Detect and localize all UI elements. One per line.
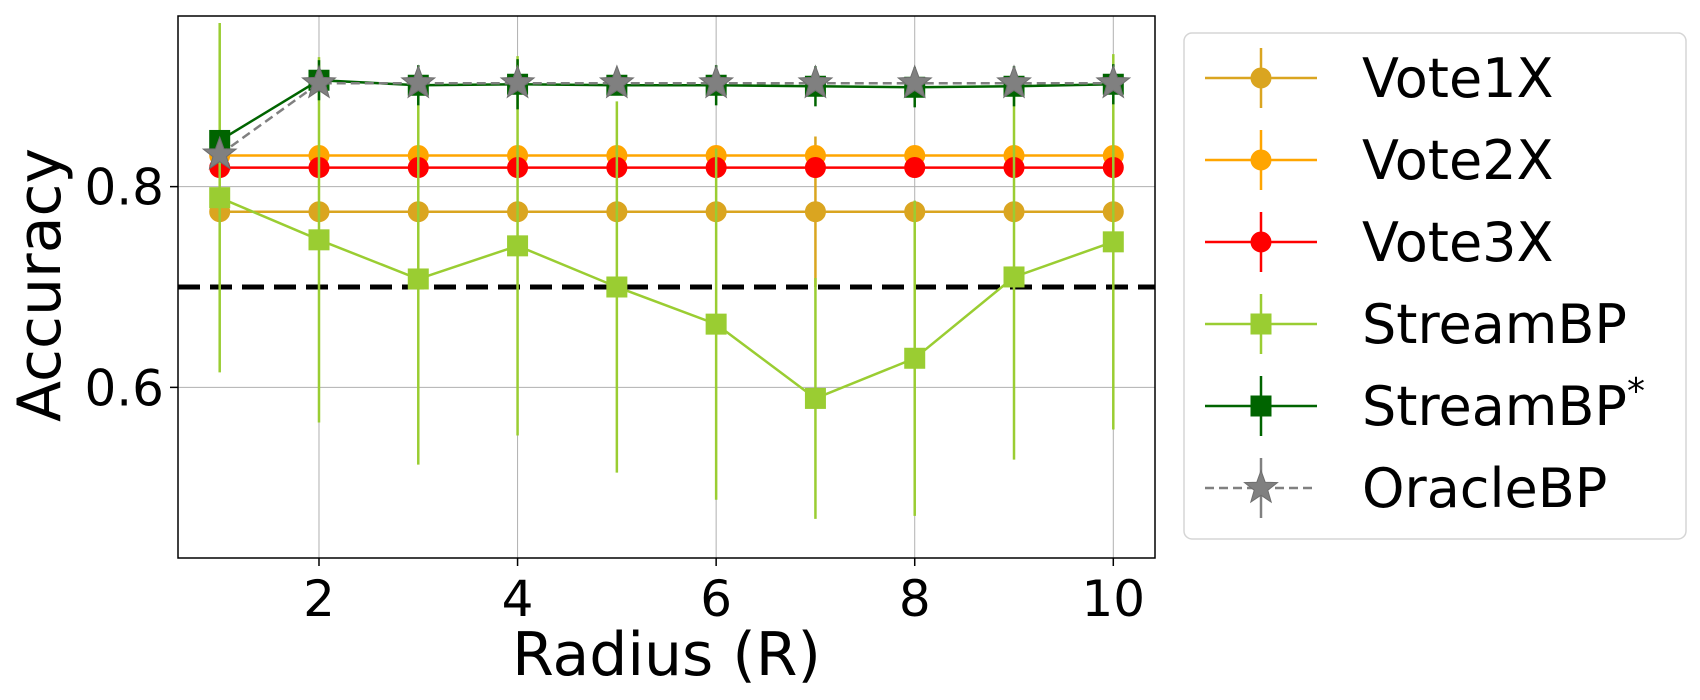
- series-group: [201, 23, 1132, 519]
- series-line: [218, 81, 1114, 156]
- legend-item-vote3x: Vote3X: [1205, 211, 1554, 274]
- data-point: [400, 64, 437, 99]
- x-axis-label: Radius (R): [512, 620, 821, 690]
- data-point: [301, 64, 337, 99]
- data-point: [804, 201, 826, 223]
- legend-marker: [1250, 395, 1272, 417]
- legend-label: StreamBP*: [1362, 371, 1645, 438]
- series-line: [219, 78, 1114, 142]
- y-tick-label: 0.8: [84, 159, 164, 217]
- data-point: [698, 64, 735, 99]
- data-point: [507, 235, 529, 257]
- data-point: [407, 268, 429, 290]
- x-tick-label: 4: [502, 570, 534, 628]
- legend: Vote1X Vote2X Vote3X StreamBP StreamBP* Oracl…: [1183, 32, 1687, 540]
- x-tick-label: 10: [1081, 570, 1145, 628]
- legend-superscript: *: [1627, 371, 1645, 412]
- data-point: [606, 276, 628, 298]
- y-axis-label: Accuracy: [5, 148, 75, 422]
- legend-item-vote2x: Vote2X: [1205, 129, 1554, 192]
- data-point: [804, 157, 826, 179]
- data-point: [1095, 64, 1132, 99]
- axis-ticks: 2 4 6 8 10 0.6 0.8: [84, 159, 1145, 628]
- legend-item-oraclebp: OracleBP: [1205, 457, 1607, 520]
- data-point: [896, 64, 933, 99]
- series-vote1x: [209, 136, 1124, 287]
- data-point: [1003, 266, 1025, 288]
- data-point: [705, 313, 727, 335]
- data-point: [499, 64, 536, 99]
- legend-label: OracleBP: [1362, 457, 1607, 520]
- y-tick-label: 0.6: [84, 359, 164, 417]
- legend-item-streambp: StreamBP: [1205, 293, 1627, 356]
- data-point: [996, 64, 1032, 99]
- series-streambp: [209, 59, 1124, 151]
- legend-item-vote1x: Vote1X: [1205, 47, 1554, 110]
- data-point: [209, 187, 231, 209]
- series-vote3x: [209, 157, 1124, 179]
- legend-marker: [1250, 231, 1272, 253]
- data-point: [1102, 231, 1124, 253]
- series-line: [219, 196, 1114, 400]
- legend-label: Vote3X: [1362, 211, 1554, 274]
- series-oraclebp: [201, 64, 1132, 170]
- series-streambp: [209, 23, 1124, 519]
- data-point: [904, 347, 926, 369]
- legend-marker: [1250, 313, 1272, 335]
- series-vote2x: [209, 145, 1124, 167]
- x-tick-label: 2: [303, 570, 335, 628]
- data-point: [598, 64, 635, 99]
- legend-item-streambp: StreamBP*: [1205, 371, 1645, 438]
- legend-marker: [1250, 149, 1272, 171]
- legend-marker: [1250, 67, 1272, 89]
- data-point: [797, 64, 834, 99]
- legend-label: StreamBP: [1362, 293, 1627, 356]
- plot-frame: [177, 15, 1156, 559]
- data-point: [804, 387, 826, 409]
- data-point: [308, 229, 330, 251]
- data-point: [904, 157, 926, 179]
- legend-label: Vote2X: [1362, 129, 1554, 192]
- data-point: [201, 135, 238, 170]
- x-tick-label: 6: [700, 570, 732, 628]
- legend-label: Vote1X: [1362, 47, 1554, 110]
- x-tick-label: 8: [899, 570, 931, 628]
- legend-marker: [1243, 469, 1279, 504]
